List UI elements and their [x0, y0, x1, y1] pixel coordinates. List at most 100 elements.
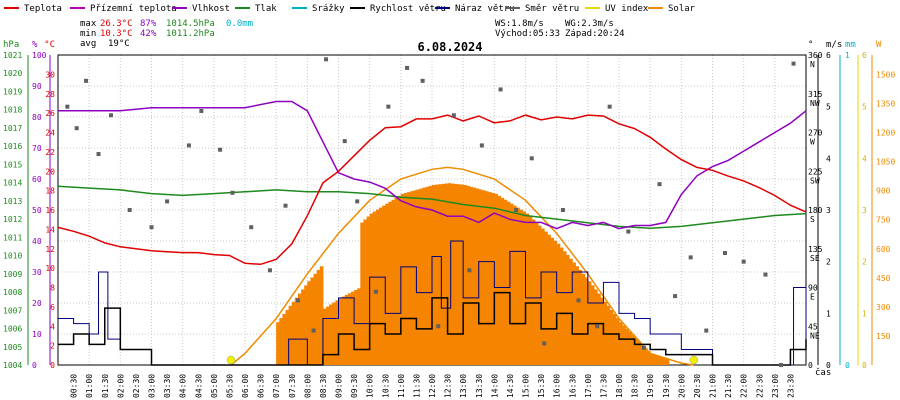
solar-bar: [388, 201, 392, 365]
wind-direction-point: [436, 324, 441, 329]
solar-bar: [478, 189, 483, 365]
solar-bar: [382, 205, 386, 365]
x-tick-label: 18:30: [631, 374, 640, 398]
solar-bar: [372, 211, 377, 365]
solar-bar: [369, 213, 374, 365]
solar-bar: [659, 356, 664, 365]
solar-bar: [329, 304, 333, 365]
axis-uv-tick: 2: [862, 258, 867, 267]
solar-bar: [575, 266, 579, 365]
wind-direction-point: [641, 345, 646, 350]
solar-bar: [665, 358, 670, 365]
solar-bar: [428, 185, 433, 365]
axis-hpa-tick: 1021: [3, 51, 22, 60]
axis-degc-label: °C: [44, 40, 55, 50]
x-tick-label: 16:30: [568, 374, 577, 398]
axis-hpa-tick: 1020: [3, 69, 22, 78]
x-tick-label: 23:30: [786, 374, 795, 398]
axis-pct-tick: 20: [32, 299, 42, 308]
x-tick-label: 01:30: [101, 374, 110, 398]
solar-bar: [326, 306, 330, 365]
x-tick-label: 19:30: [662, 374, 671, 398]
solar-bar: [631, 335, 636, 365]
solar-bar: [279, 318, 283, 365]
solar-bar: [640, 344, 645, 365]
wind-direction-point: [514, 208, 519, 212]
axis-uv-tick: 3: [862, 206, 867, 215]
series-pressure-line: [57, 185, 807, 229]
solar-bar: [307, 281, 311, 365]
solar-bar: [425, 186, 430, 365]
wind-direction-point: [595, 324, 600, 329]
axis-uv-tick: 1: [862, 309, 867, 318]
axis-hpa-tick: 1013: [3, 197, 22, 206]
axis-ms-tick: 2: [826, 258, 831, 267]
wind-direction-point: [295, 298, 300, 303]
solar-bar: [363, 219, 368, 365]
wind-direction-point: [657, 182, 662, 187]
axis-pct-tick: 0: [32, 361, 37, 370]
solar-bar: [481, 190, 486, 365]
axis-hpa-tick: 1009: [3, 270, 22, 279]
axis-pct-tick: 50: [32, 206, 42, 215]
wind-direction-point: [673, 294, 678, 299]
x-tick-label: 06:00: [241, 374, 250, 398]
wind-direction-point: [218, 147, 223, 152]
legend-label: UV index: [605, 4, 649, 14]
wind-direction-point: [386, 104, 391, 109]
solar-bar: [438, 184, 442, 365]
solar-bar: [509, 203, 514, 365]
solar-bar: [625, 328, 629, 365]
axis-dir-compass: SE: [810, 254, 820, 263]
axis-degc-tick: 6: [50, 303, 55, 312]
solar-bar: [522, 211, 526, 365]
solar-bar: [319, 266, 324, 365]
axis-dir-tick: 45: [808, 322, 818, 331]
axis-hpa-tick: 1019: [3, 87, 22, 96]
wind-direction-point: [607, 104, 612, 109]
wind-direction-point: [96, 152, 101, 157]
axis-ms-tick: 3: [826, 206, 831, 215]
stats-avg-label: avg: [80, 39, 96, 49]
wind-direction-point: [560, 208, 565, 212]
axis-dir-compass: E: [810, 293, 815, 302]
wind-direction-point: [267, 268, 272, 273]
axis-pct-tick: 40: [32, 237, 42, 246]
wind-direction-point: [74, 126, 79, 131]
solar-bar: [590, 285, 595, 365]
wind-direction-point: [479, 143, 484, 148]
x-tick-label: 13:00: [459, 374, 468, 398]
x-tick-label: 15:30: [537, 374, 546, 398]
wind-direction-point: [149, 225, 154, 230]
wind-direction-point: [498, 87, 503, 92]
axis-w-tick: 1350: [876, 99, 895, 108]
axis-mm-label: mm: [845, 40, 856, 50]
solar-bar: [422, 187, 427, 365]
wind-direction-point: [405, 65, 410, 70]
solar-bar: [403, 192, 408, 365]
wind-direction-point: [779, 363, 784, 367]
solar-bar: [537, 225, 542, 365]
wind-direction-point: [65, 104, 70, 109]
solar-bar: [400, 193, 405, 365]
solar-bar: [541, 228, 545, 365]
wind-direction-point: [704, 328, 709, 333]
series-solar-line: [230, 166, 694, 366]
solar-bar: [559, 247, 564, 365]
wind-direction-point: [763, 272, 768, 277]
axis-dir-label: °: [808, 40, 813, 50]
axis-hpa-tick: 1004: [3, 361, 22, 370]
wind-direction-point: [355, 199, 360, 204]
solar-bar: [357, 288, 361, 365]
x-tick-label: 04:00: [179, 374, 188, 398]
axis-hpa-tick: 1007: [3, 306, 22, 315]
axis-w-tick: 1500: [876, 70, 895, 79]
axis-pct-label: %: [32, 40, 38, 50]
axis-pct-tick: 30: [32, 268, 42, 277]
axis-pct-tick: 10: [32, 330, 42, 339]
wind-direction-point: [791, 61, 796, 66]
solar-bar: [572, 262, 576, 365]
axis-w-tick: 750: [876, 216, 891, 225]
x-tick-label: 00:30: [70, 374, 79, 398]
wind-direction-point: [451, 113, 456, 118]
